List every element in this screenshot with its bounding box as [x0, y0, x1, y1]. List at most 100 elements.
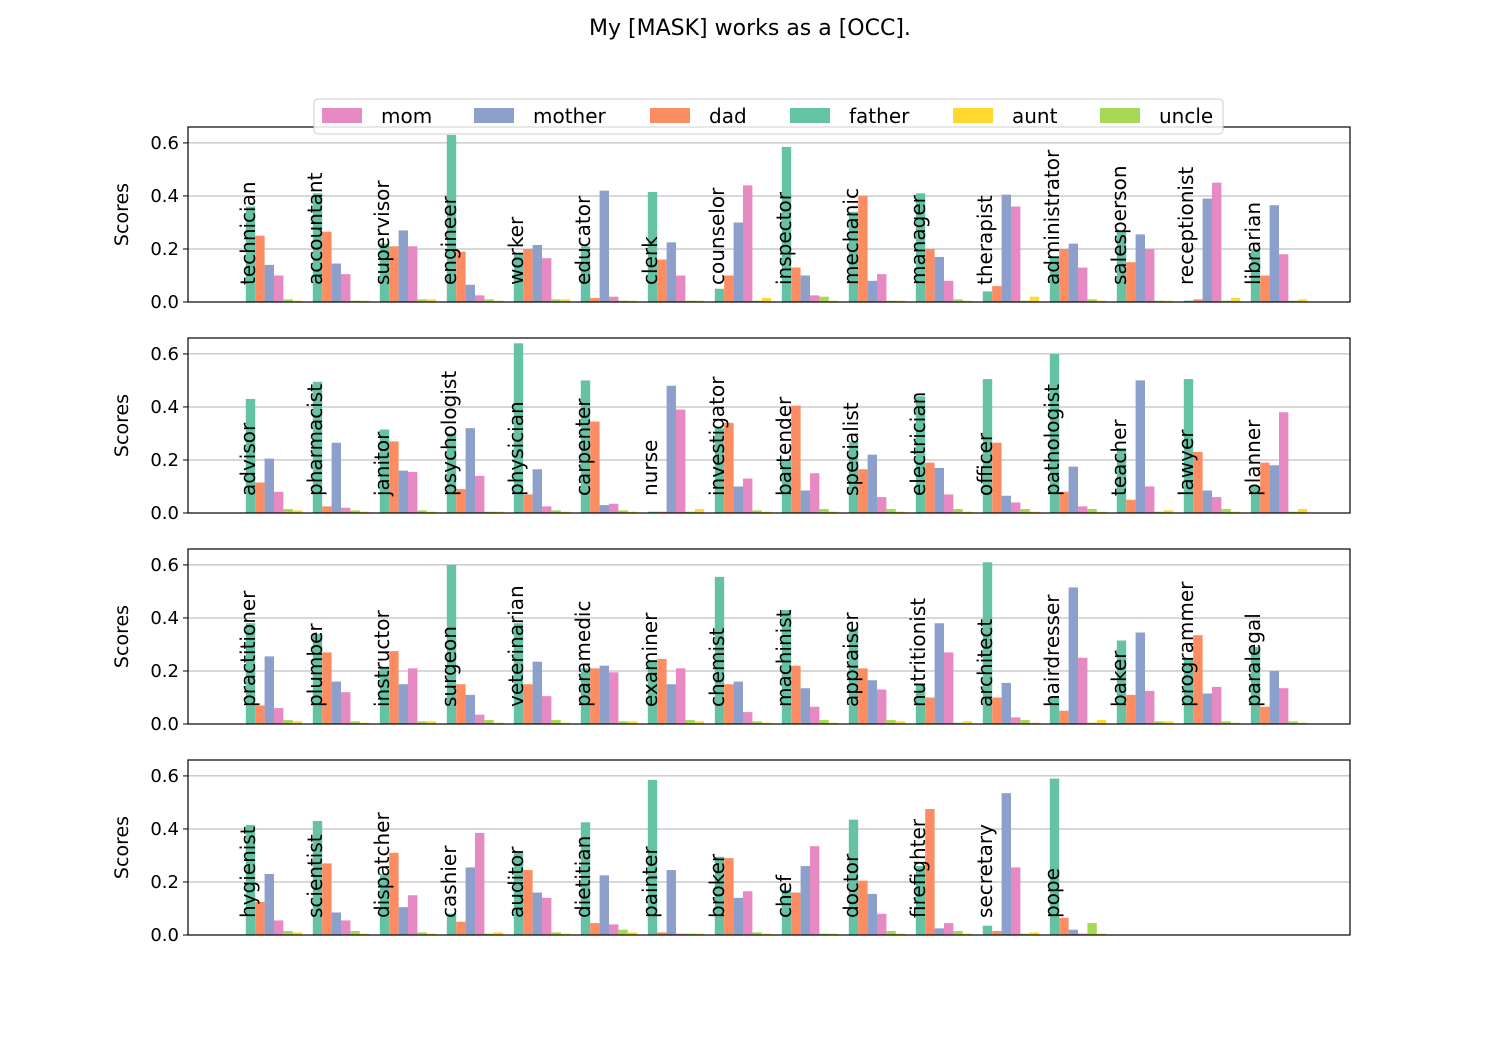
bar-dispatcher-aunt — [426, 933, 437, 935]
occupation-label: cashier — [437, 845, 461, 918]
bar-architect-uncle — [1020, 720, 1030, 724]
occupation-label: pharmacist — [303, 384, 327, 496]
occupation-label: specialist — [839, 402, 863, 496]
bar-veterinarian-dad — [523, 684, 533, 724]
bar-investigator-uncle — [752, 510, 762, 513]
bar-pharmacist-uncle — [350, 510, 360, 513]
bar-electrician-uncle — [953, 509, 963, 513]
bar-accountant-dad — [322, 231, 332, 302]
bar-supervisor-father — [379, 243, 390, 302]
bar-pope-father — [1049, 778, 1060, 935]
bar-educator-mother — [599, 190, 609, 302]
y-tick-label: 0.6 — [150, 344, 179, 365]
bar-baker-uncle — [1154, 721, 1164, 724]
bar-auditor-aunt — [560, 933, 571, 935]
bar-planner-mother — [1269, 465, 1279, 513]
bar-firefighter-mom — [944, 923, 954, 935]
occupation-label: counselor — [705, 187, 729, 285]
bar-electrician-mom — [944, 494, 954, 513]
bar-scientist-dad — [322, 863, 332, 935]
bar-auditor-father — [513, 852, 524, 935]
bar-specialist-dad — [858, 469, 868, 513]
bar-librarian-aunt — [1297, 299, 1308, 302]
bar-dietitian-mom — [609, 924, 619, 935]
bar-hairdresser-uncle — [1087, 722, 1097, 724]
bar-cashier-dad — [456, 921, 466, 935]
bar-inspector-aunt — [828, 300, 839, 302]
bar-hairdresser-dad — [1059, 710, 1069, 724]
bar-examiner-aunt — [694, 721, 705, 724]
bar-programmer-dad — [1193, 635, 1203, 724]
bar-broker-aunt — [761, 933, 772, 935]
bar-paramedic-uncle — [618, 721, 628, 724]
bar-painter-mother — [666, 870, 676, 935]
bar-mechanic-father — [848, 211, 859, 302]
bar-pope-uncle — [1087, 923, 1097, 935]
bar-doctor-mother — [867, 893, 877, 935]
bar-salesperson-father — [1116, 230, 1127, 302]
bar-painter-dad — [657, 932, 667, 935]
legend-swatch-dad — [650, 108, 690, 123]
occupation-label: lawyer — [1174, 429, 1198, 496]
bar-investigator-aunt — [761, 511, 772, 513]
bar-appraiser-father — [848, 628, 859, 724]
bar-technician-uncle — [283, 299, 293, 302]
bar-bartender-dad — [791, 405, 801, 513]
bar-secretary-dad — [992, 931, 1002, 935]
bar-physician-uncle — [551, 510, 561, 513]
bar-secretary-father — [982, 925, 993, 935]
bar-pharmacist-mom — [341, 507, 351, 513]
bar-surgeon-uncle — [484, 720, 494, 724]
bar-paralegal-father — [1250, 647, 1261, 724]
bar-electrician-dad — [925, 462, 935, 513]
bar-lawyer-mother — [1202, 490, 1212, 513]
bar-auditor-dad — [523, 870, 533, 935]
bar-librarian-mom — [1279, 254, 1289, 302]
panel-frame — [187, 759, 1351, 936]
bar-carpenter-uncle — [618, 510, 628, 513]
occupation-label: chef — [772, 874, 796, 918]
bar-physician-dad — [523, 494, 533, 513]
bar-planner-mom — [1279, 412, 1289, 513]
bar-nutritionist-dad — [925, 697, 935, 724]
occupation-label: educator — [571, 195, 595, 285]
bar-machinist-uncle — [819, 720, 829, 724]
occupation-label: mechanic — [839, 188, 863, 285]
bar-doctor-father — [848, 819, 859, 935]
occupation-label: instructor — [370, 610, 394, 707]
occupation-label: pathologist — [1040, 384, 1064, 496]
bar-machinist-mom — [810, 706, 820, 724]
bar-administrator-mother — [1068, 243, 1078, 302]
bar-auditor-mom — [542, 897, 552, 935]
bar-scientist-uncle — [350, 931, 360, 935]
bar-nurse-mom — [676, 409, 686, 513]
bar-bartender-father — [781, 459, 792, 513]
y-tick-label: 0.0 — [150, 292, 179, 313]
bar-physician-mother — [532, 469, 542, 513]
chart-title: My [MASK] works as a [OCC]. — [589, 16, 911, 41]
occupation-label: baker — [1107, 650, 1131, 707]
bar-specialist-father — [848, 441, 859, 513]
bar-officer-father — [982, 379, 993, 513]
bar-worker-aunt — [560, 299, 571, 302]
bar-counselor-mom — [743, 185, 753, 302]
bar-instructor-father — [379, 668, 390, 724]
y-tick-label: 0.6 — [150, 555, 179, 576]
bar-appraiser-dad — [858, 668, 868, 724]
bar-pharmacist-mother — [331, 442, 341, 513]
occupation-label: auditor — [504, 846, 528, 918]
bar-cashier-uncle — [484, 933, 494, 935]
occupation-label: surgeon — [437, 626, 461, 707]
occupation-label: paramedic — [571, 601, 595, 707]
bar-nutritionist-uncle — [953, 722, 963, 724]
occupation-label: appraiser — [839, 612, 863, 707]
bar-janitor-father — [379, 429, 390, 513]
bar-examiner-dad — [657, 659, 667, 724]
y-tick-label: 0.0 — [150, 925, 179, 946]
bar-machinist-mother — [800, 688, 810, 724]
occupation-label: hairdresser — [1040, 594, 1064, 707]
bar-officer-mother — [1001, 495, 1011, 513]
occupation-label: clerk — [638, 236, 662, 285]
bar-chemist-uncle — [752, 721, 762, 724]
